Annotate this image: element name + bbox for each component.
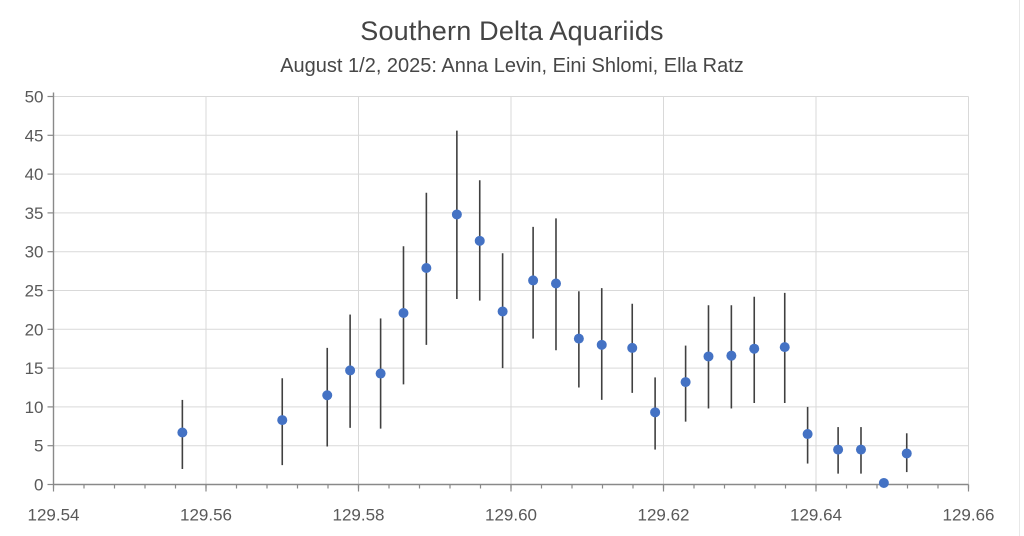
data-point (802, 429, 813, 440)
data-point (650, 407, 661, 418)
window-edge-line (1019, 0, 1020, 536)
data-point (177, 427, 188, 438)
data-point (779, 342, 790, 353)
y-tick-label: 0 (34, 476, 43, 495)
data-point (421, 262, 432, 273)
data-point (474, 235, 485, 246)
data-point (277, 415, 288, 426)
data-point (451, 209, 462, 220)
x-tick-label: 129.66 (943, 506, 995, 525)
data-point (345, 365, 356, 376)
x-tick-label: 129.64 (790, 506, 842, 525)
data-point (855, 444, 866, 455)
x-tick-label: 129.62 (638, 506, 690, 525)
data-point (627, 342, 638, 353)
data-point (726, 350, 737, 361)
x-tick-label: 129.54 (28, 506, 80, 525)
y-tick-label: 5 (34, 437, 43, 456)
data-point (528, 275, 539, 286)
y-tick-label: 25 (25, 282, 44, 301)
data-point (749, 343, 760, 354)
data-point (550, 278, 561, 289)
y-tick-label: 15 (25, 359, 44, 378)
data-point (573, 333, 584, 344)
data-point (497, 306, 508, 317)
data-point (398, 308, 409, 319)
chart-title: Southern Delta Aquariids (360, 16, 664, 46)
data-point (703, 351, 714, 362)
data-point (680, 377, 691, 388)
y-tick-label: 30 (25, 243, 44, 262)
y-tick-label: 50 (25, 88, 44, 107)
y-tick-label: 45 (25, 126, 44, 145)
y-tick-label: 20 (25, 320, 44, 339)
y-tick-label: 40 (25, 165, 44, 184)
data-point (901, 448, 912, 459)
x-tick-label: 129.60 (485, 506, 537, 525)
data-point (375, 368, 386, 379)
x-tick-label: 129.58 (333, 506, 385, 525)
data-point (322, 390, 333, 401)
data-point (833, 444, 844, 455)
chart-subtitle: August 1/2, 2025: Anna Levin, Eini Shlom… (280, 55, 744, 77)
y-tick-label: 10 (25, 398, 44, 417)
y-tick-label: 35 (25, 204, 44, 223)
data-point (596, 339, 607, 350)
data-point (878, 477, 889, 488)
x-tick-label: 129.56 (180, 506, 232, 525)
